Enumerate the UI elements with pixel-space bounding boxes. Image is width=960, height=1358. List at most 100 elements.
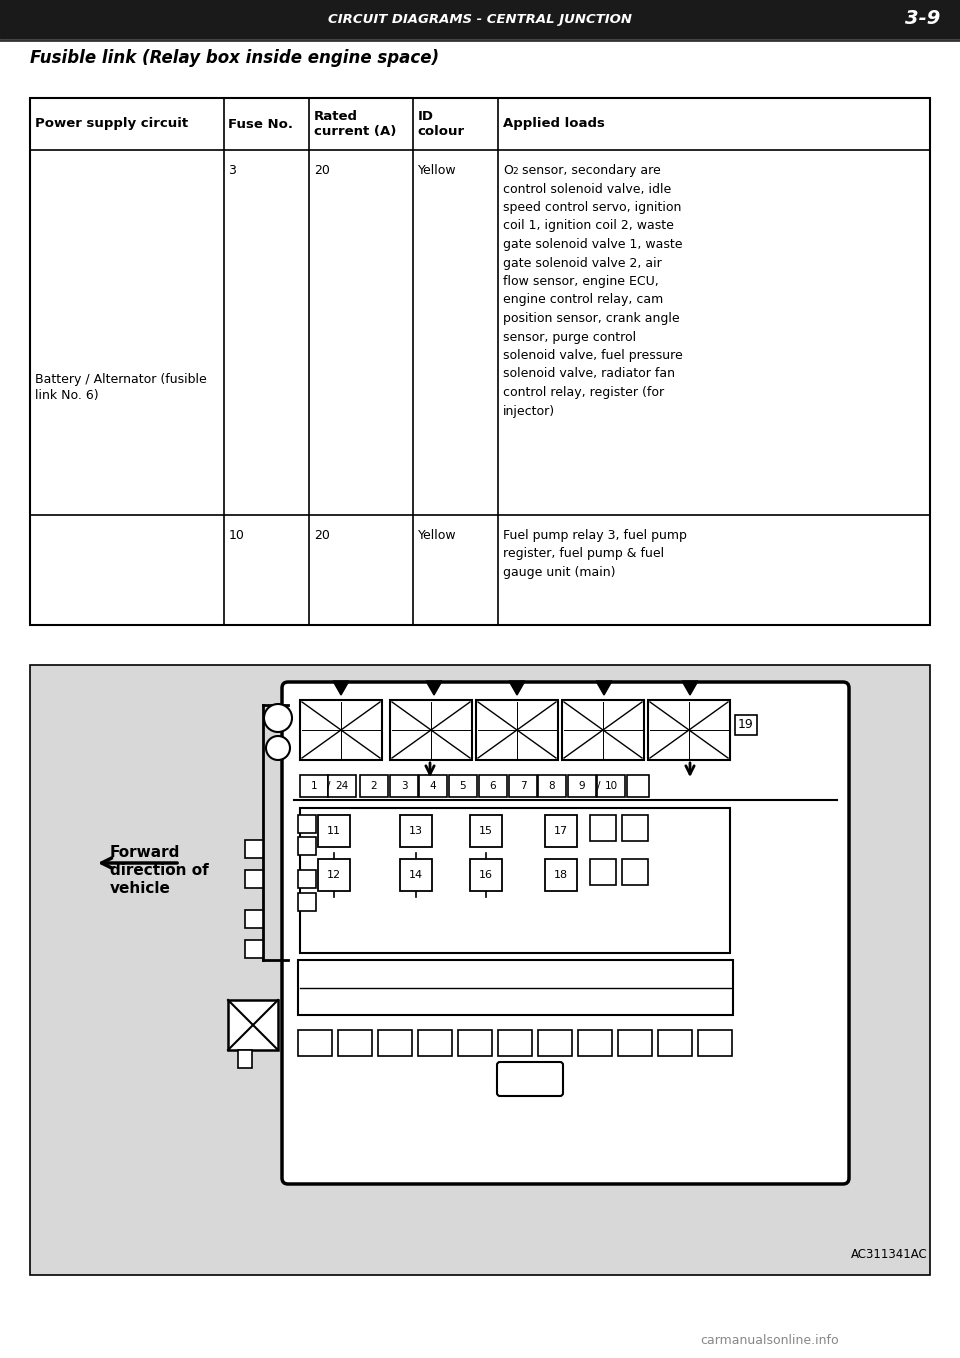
Text: 2: 2 — [513, 167, 518, 177]
Text: 12: 12 — [327, 870, 341, 880]
Text: O: O — [503, 164, 513, 177]
Bar — [658, 1029, 692, 1057]
Bar — [245, 841, 263, 858]
Text: Fuse No.: Fuse No. — [228, 118, 294, 130]
Text: 17: 17 — [554, 826, 568, 837]
Bar — [509, 775, 537, 797]
Bar — [360, 775, 388, 797]
Text: /: / — [597, 781, 601, 790]
Text: speed control servo, ignition: speed control servo, ignition — [503, 201, 682, 215]
Text: 8: 8 — [549, 781, 555, 790]
FancyBboxPatch shape — [282, 682, 849, 1184]
Bar — [328, 775, 356, 797]
Text: flow sensor, engine ECU,: flow sensor, engine ECU, — [503, 276, 659, 288]
Text: Yellow: Yellow — [418, 164, 456, 177]
Text: 1: 1 — [311, 781, 318, 790]
Bar — [298, 870, 316, 888]
Text: 14: 14 — [409, 870, 423, 880]
Text: AC311341AC: AC311341AC — [852, 1248, 928, 1262]
Bar — [498, 1029, 532, 1057]
Bar — [378, 1029, 412, 1057]
Bar — [390, 775, 418, 797]
Text: 9: 9 — [579, 781, 586, 790]
Text: 11: 11 — [327, 826, 341, 837]
Text: Yellow: Yellow — [418, 530, 456, 542]
Bar — [298, 837, 316, 856]
Text: solenoid valve, radiator fan: solenoid valve, radiator fan — [503, 368, 675, 380]
Bar — [228, 999, 278, 1050]
Text: control relay, register (for: control relay, register (for — [503, 386, 664, 399]
Bar — [568, 775, 596, 797]
Text: 15: 15 — [479, 826, 493, 837]
Circle shape — [264, 703, 292, 732]
Bar — [545, 815, 577, 847]
Bar — [578, 1029, 612, 1057]
Text: Fusible link (Relay box inside engine space): Fusible link (Relay box inside engine sp… — [30, 49, 439, 67]
Text: gauge unit (main): gauge unit (main) — [503, 566, 615, 579]
Bar — [479, 775, 507, 797]
Bar — [538, 775, 566, 797]
Bar — [622, 860, 648, 885]
Bar — [622, 815, 648, 841]
Text: Battery / Alternator (fusible
link No. 6): Battery / Alternator (fusible link No. 6… — [35, 372, 206, 402]
Bar — [298, 815, 316, 832]
Text: 16: 16 — [479, 870, 493, 880]
Text: CIRCUIT DIAGRAMS - CENTRAL JUNCTION: CIRCUIT DIAGRAMS - CENTRAL JUNCTION — [328, 12, 632, 26]
Text: 20: 20 — [314, 530, 330, 542]
Bar — [298, 894, 316, 911]
Bar — [390, 699, 472, 760]
Text: carmanualsonline.info: carmanualsonline.info — [700, 1334, 839, 1347]
Text: 7: 7 — [519, 781, 526, 790]
Text: engine control relay, cam: engine control relay, cam — [503, 293, 663, 307]
Bar — [590, 860, 616, 885]
Text: register, fuel pump & fuel: register, fuel pump & fuel — [503, 547, 664, 561]
Text: Fuel pump relay 3, fuel pump: Fuel pump relay 3, fuel pump — [503, 530, 686, 542]
Bar — [545, 860, 577, 891]
Polygon shape — [596, 680, 612, 695]
Text: control solenoid valve, idle: control solenoid valve, idle — [503, 182, 671, 196]
Text: ID
colour: ID colour — [418, 110, 465, 139]
FancyBboxPatch shape — [497, 1062, 563, 1096]
Text: injector): injector) — [503, 405, 555, 417]
Text: position sensor, crank angle: position sensor, crank angle — [503, 312, 680, 325]
Text: 5: 5 — [460, 781, 467, 790]
Text: sensor, purge control: sensor, purge control — [503, 330, 636, 344]
Bar — [30, 665, 930, 1275]
Bar — [245, 910, 263, 928]
Text: gate solenoid valve 1, waste: gate solenoid valve 1, waste — [503, 238, 683, 251]
Bar — [245, 870, 263, 888]
Bar — [470, 860, 502, 891]
Bar — [238, 1050, 252, 1067]
Text: 19: 19 — [738, 718, 754, 732]
Bar — [562, 699, 644, 760]
Text: solenoid valve, fuel pressure: solenoid valve, fuel pressure — [503, 349, 683, 363]
Bar — [590, 815, 616, 841]
Bar — [419, 775, 447, 797]
Text: 3: 3 — [228, 164, 236, 177]
Text: 4: 4 — [430, 781, 436, 790]
Bar — [538, 1029, 572, 1057]
Text: 10: 10 — [228, 530, 245, 542]
Polygon shape — [682, 680, 698, 695]
Circle shape — [266, 736, 290, 760]
Text: sensor, secondary are: sensor, secondary are — [517, 164, 660, 177]
Bar — [458, 1029, 492, 1057]
Bar — [449, 775, 477, 797]
Text: 24: 24 — [335, 781, 348, 790]
Polygon shape — [333, 680, 349, 695]
Bar — [300, 775, 328, 797]
Bar — [245, 940, 263, 957]
Bar — [698, 1029, 732, 1057]
Bar — [648, 699, 730, 760]
Text: 2: 2 — [371, 781, 377, 790]
Bar — [597, 775, 625, 797]
Text: 6: 6 — [490, 781, 496, 790]
Bar — [338, 1029, 372, 1057]
Bar — [400, 815, 432, 847]
Text: Applied loads: Applied loads — [503, 118, 605, 130]
Bar — [318, 815, 350, 847]
Polygon shape — [426, 680, 442, 695]
Text: Forward: Forward — [110, 845, 180, 860]
Bar — [318, 860, 350, 891]
Text: coil 1, ignition coil 2, waste: coil 1, ignition coil 2, waste — [503, 220, 674, 232]
